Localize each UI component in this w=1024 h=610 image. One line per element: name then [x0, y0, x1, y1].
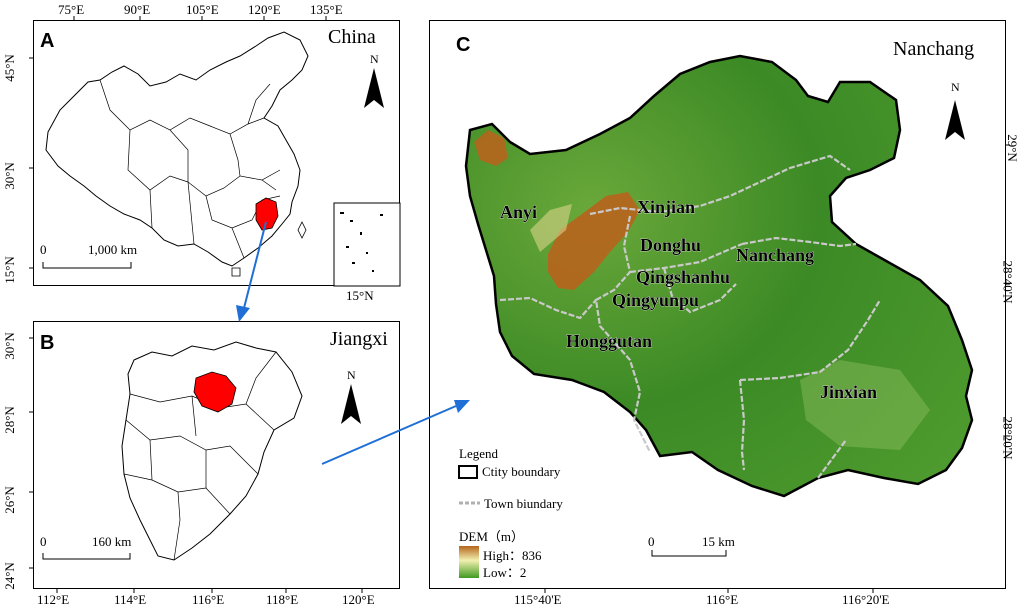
- a-north-letter: N: [370, 52, 379, 66]
- a-top-tick-0: 75°E: [58, 2, 85, 17]
- c-scale-label: 15 km: [702, 534, 735, 549]
- panel-c-letter: C: [456, 34, 471, 56]
- town-label-qingshanhu: Qingshanhu: [636, 267, 730, 287]
- town-boundaries: [499, 154, 881, 479]
- a-north-arrow-icon: [364, 68, 384, 108]
- b-bottom-tick-2: 116°E: [192, 592, 225, 607]
- b-scale-bar: [42, 553, 131, 560]
- jiangxi-county-lines: [123, 351, 277, 561]
- town-label-anyi: Anyi: [500, 202, 537, 222]
- dem-highland-northwest: [474, 130, 508, 166]
- jiangxi-outline: [121, 341, 303, 561]
- b-bottom-tick-3: 118°E: [266, 592, 299, 607]
- south-china-sea-inset: [333, 202, 401, 287]
- panel-a-title: China: [328, 26, 376, 48]
- town-label-qingyunpu: Qingyunpu: [612, 290, 699, 310]
- c-north-letter: N: [951, 80, 960, 94]
- a-top-tick-3: 120°E: [248, 2, 281, 17]
- hainan-shape: [231, 267, 241, 277]
- a-top-tick-1: 90°E: [124, 2, 151, 17]
- a-inset-lat: 15°N: [346, 288, 374, 303]
- c-bottom-tick-2: 116°20'E: [842, 592, 890, 607]
- a-tick-marks: [29, 16, 327, 269]
- c-tick-marks: [544, 144, 1010, 593]
- legend-city-boundary-label: Ctity boundary: [482, 464, 561, 479]
- panel-b-letter: B: [40, 332, 55, 354]
- legend-town-boundary-label: Town biundary: [484, 496, 563, 511]
- a-scale-start: 0: [40, 242, 47, 257]
- c-bottom-tick-1: 116°E: [706, 592, 739, 607]
- town-label-donghu: Donghu: [640, 235, 701, 255]
- inset-islands: [340, 212, 383, 272]
- legend-dem-high: High：836: [483, 548, 542, 563]
- panel-a-letter: A: [40, 30, 55, 52]
- dem-highland-anyi: [548, 192, 640, 290]
- legend-dem-title: DEM（m）: [459, 529, 525, 544]
- a-top-tick-2: 105°E: [186, 2, 219, 17]
- china-outline: [45, 31, 309, 267]
- a-scale-bar: [42, 262, 132, 269]
- connector-arrows: [236, 221, 470, 465]
- c-north-arrow-icon: [945, 100, 965, 140]
- a-top-tick-4: 135°E: [310, 2, 343, 17]
- taiwan-shape: [297, 221, 307, 239]
- b-north-letter: N: [347, 368, 356, 382]
- b-north-arrow-icon: [341, 384, 361, 424]
- town-label-nanchang: Nanchang: [736, 245, 814, 265]
- c-scale-start: 0: [648, 534, 655, 549]
- legend-dem-low: Low：2: [483, 565, 527, 580]
- town-label-xinjian: Xinjian: [637, 197, 695, 217]
- dem-hills-jinxian: [800, 360, 930, 450]
- town-label-jinxian: Jinxian: [820, 382, 877, 402]
- b-scale-start: 0: [40, 534, 47, 549]
- b-bottom-tick-4: 120°E: [342, 592, 375, 607]
- jiangxi-highlight-china: [255, 197, 279, 231]
- town-label-honggutan: Honggutan: [566, 331, 652, 351]
- legend-title: Legend: [459, 446, 498, 461]
- nanchang-highlight-jiangxi: [193, 371, 237, 413]
- legend-dem-gradient: [459, 546, 479, 578]
- panel-b-title: Jiangxi: [330, 328, 388, 350]
- c-bottom-tick-0: 115°40'E: [514, 592, 562, 607]
- a-scale-label: 1,000 km: [88, 242, 138, 257]
- panel-c-title: Nanchang: [893, 38, 975, 60]
- dem-transition-zone: [530, 204, 572, 252]
- b-scale-label: 160 km: [92, 534, 132, 549]
- c-scale-bar: [651, 550, 727, 557]
- legend-city-boundary-symbol: [458, 465, 478, 479]
- b-bottom-tick-0: 112°E: [37, 592, 70, 607]
- b-bottom-tick-1: 114°E: [114, 592, 147, 607]
- b-tick-marks: [29, 337, 363, 593]
